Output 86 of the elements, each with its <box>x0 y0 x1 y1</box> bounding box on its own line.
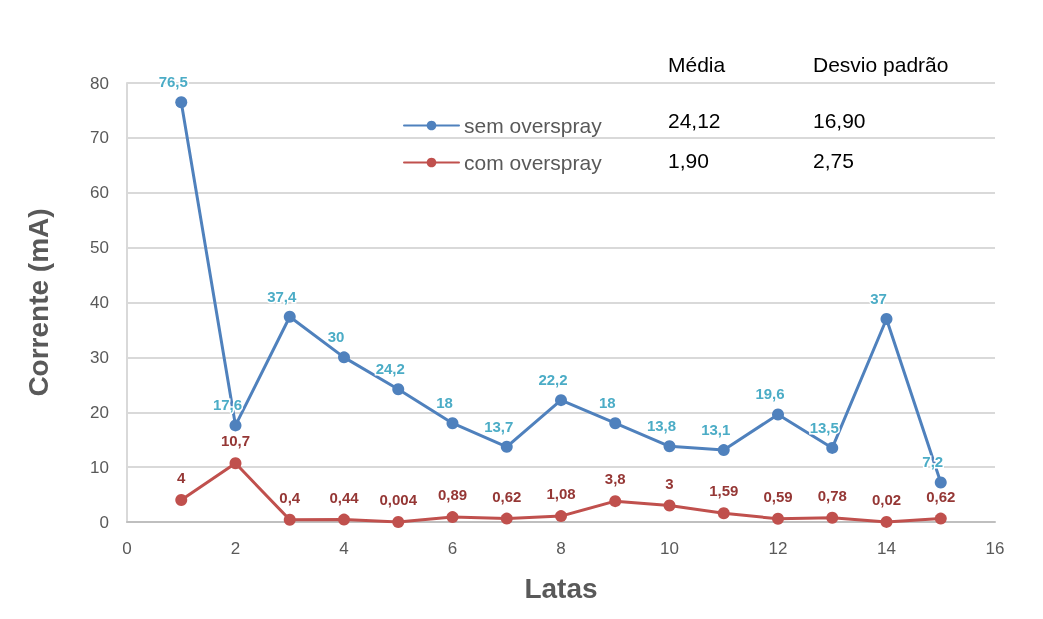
point <box>283 310 296 323</box>
data-label: 0,004 <box>379 490 418 508</box>
data-label: 0,89 <box>437 486 468 504</box>
x-tick-label: 8 <box>556 539 566 558</box>
x-tick-label: 14 <box>877 539 896 558</box>
x-tick-label: 2 <box>230 539 241 558</box>
annotation: 24,12 <box>668 109 721 132</box>
data-label: 1,08 <box>546 485 576 503</box>
point <box>229 457 242 470</box>
y-tick-label: 40 <box>90 293 109 312</box>
legend-label: com overspray <box>464 151 603 174</box>
point <box>826 511 839 524</box>
data-label: 76,5 <box>158 73 188 91</box>
point <box>772 408 784 421</box>
data-label: 37 <box>870 289 887 307</box>
y-tick-label: 30 <box>90 347 109 367</box>
point <box>500 440 513 453</box>
point <box>555 394 567 407</box>
x-tick-label: 6 <box>447 539 458 558</box>
annotation: 1,90 <box>668 149 709 172</box>
y-axis-title: Corrente (mA) <box>22 208 54 397</box>
x-tick-label: 16 <box>985 539 1005 558</box>
data-label: 13,5 <box>809 418 839 436</box>
data-label: 0,62 <box>492 487 522 505</box>
point <box>880 312 893 325</box>
point <box>446 511 459 524</box>
point <box>175 494 188 507</box>
data-label: 13,7 <box>484 417 514 435</box>
point <box>663 440 676 453</box>
data-label: 0,44 <box>329 488 360 506</box>
y-tick-label: 80 <box>90 73 109 93</box>
point <box>663 499 676 512</box>
data-label: 24,2 <box>375 360 405 378</box>
point <box>880 515 893 528</box>
data-label: 0,59 <box>763 487 793 505</box>
legend-label: sem overspray <box>464 114 603 137</box>
text: Desvio padrão <box>813 53 949 76</box>
y-tick-label: 0 <box>99 512 109 532</box>
point <box>717 507 730 520</box>
point <box>555 510 567 523</box>
point <box>338 513 350 526</box>
point <box>609 417 622 430</box>
data-label: 13,1 <box>701 421 731 439</box>
point <box>772 512 784 525</box>
data-label: 0,78 <box>817 486 847 504</box>
data-label: 37,4 <box>267 287 297 305</box>
point <box>392 383 405 396</box>
point <box>338 351 350 364</box>
y-tick-label: 10 <box>90 457 109 477</box>
point <box>934 512 947 525</box>
y-tick-label: 20 <box>90 402 109 422</box>
data-label: 18 <box>436 394 453 412</box>
data-label: 0,62 <box>926 487 956 505</box>
x-tick-label: 4 <box>339 539 349 558</box>
point <box>175 96 188 109</box>
point <box>283 513 296 526</box>
data-label: 13,8 <box>646 417 677 435</box>
point <box>934 476 947 489</box>
x-tick-label: 10 <box>660 539 679 558</box>
data-label: 0,4 <box>279 488 301 506</box>
data-label: 19,6 <box>755 385 785 403</box>
data-label: 30 <box>327 328 345 346</box>
data-label: 18 <box>598 394 616 412</box>
y-tick-label: 60 <box>90 183 109 203</box>
data-label: 4 <box>177 469 187 487</box>
point <box>717 444 730 457</box>
data-label: 3 <box>665 474 674 492</box>
data-label: 22,2 <box>538 371 568 389</box>
y-tick-label: 70 <box>90 128 109 148</box>
point <box>609 495 622 508</box>
point <box>826 441 839 454</box>
y-tick-label: 50 <box>90 238 109 258</box>
annotation: 2,75 <box>813 149 854 172</box>
data-label: 0,02 <box>871 490 902 508</box>
data-label: 10,7 <box>220 432 251 450</box>
annotation: 16,90 <box>813 109 866 132</box>
data-label: 3,8 <box>604 470 626 488</box>
x-axis-title: Latas <box>524 572 598 604</box>
point <box>446 417 459 430</box>
text: Média <box>668 53 726 76</box>
point <box>500 512 513 525</box>
x-tick-label: 0 <box>122 539 132 558</box>
point <box>229 419 242 432</box>
data-label: 1,59 <box>709 482 739 500</box>
x-tick-label: 12 <box>768 539 788 558</box>
point <box>392 515 405 528</box>
